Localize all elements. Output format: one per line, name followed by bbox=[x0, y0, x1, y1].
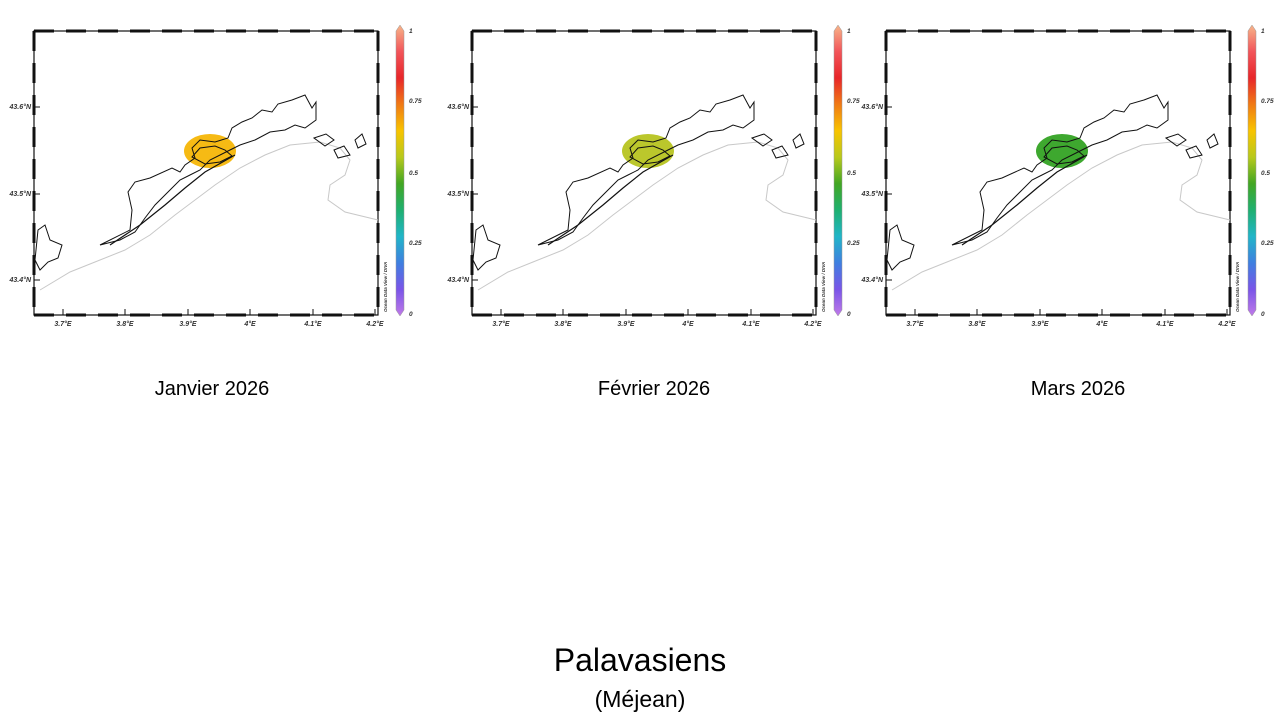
map-frame bbox=[33, 30, 379, 316]
lon-label: 4°E bbox=[243, 320, 256, 328]
lon-label: 4.2°E bbox=[365, 320, 384, 328]
lagoon-outline bbox=[472, 224, 501, 271]
caption-february: Février 2026 bbox=[597, 378, 711, 400]
colorbar-label: 0.25 bbox=[409, 240, 422, 247]
colorbar-label: 0.5 bbox=[847, 170, 856, 177]
lon-label: 3.9°E bbox=[179, 320, 197, 328]
map-figure: 43.6°N 43.5°N 43.4°N 3.7°E 3.8°E 3.9°E 4°E 4.1°… bbox=[9, 24, 422, 328]
lon-label: 3.8°E bbox=[116, 320, 134, 328]
coastline bbox=[477, 141, 817, 291]
caption-january: Janvier 2026 bbox=[154, 378, 270, 400]
lat-label: 43.5°N bbox=[861, 190, 884, 198]
lagoon-outline bbox=[1164, 133, 1187, 147]
lagoon-outline bbox=[792, 133, 805, 149]
lon-label: 3.7°E bbox=[492, 320, 510, 328]
colorbar-label: 1 bbox=[409, 28, 413, 35]
lagoon-outline bbox=[951, 94, 1169, 246]
coastline bbox=[39, 141, 379, 291]
lon-label: 3.7°E bbox=[906, 320, 924, 328]
lon-label: 3.8°E bbox=[554, 320, 572, 328]
colorbar-label: 0.5 bbox=[409, 170, 418, 177]
lon-label: 4°E bbox=[1095, 320, 1108, 328]
colorbar bbox=[1247, 24, 1257, 317]
colorbar-label: 0.25 bbox=[847, 240, 860, 247]
lagoon-outline bbox=[34, 224, 63, 271]
map-frame bbox=[471, 30, 817, 316]
colorbar-label: 0.75 bbox=[1261, 98, 1274, 105]
lon-label: 4.1°E bbox=[1155, 320, 1174, 328]
lagoon-outline bbox=[750, 133, 773, 147]
colorbar bbox=[833, 24, 843, 317]
slide-subtitle: (Méjean) bbox=[594, 686, 686, 712]
map-panel-1: 43.6°N 43.5°N 43.4°N 3.7°E 3.8°E 3.9°E 4°E 4.1°… bbox=[438, 0, 860, 330]
caption-march: Mars 2026 bbox=[1030, 378, 1126, 400]
credit-text: Ocean Data View / DIVA bbox=[383, 262, 388, 312]
colorbar-label: 0 bbox=[1261, 311, 1265, 318]
lat-label: 43.5°N bbox=[9, 190, 32, 198]
lon-label: 4.2°E bbox=[803, 320, 822, 328]
colorbar-label: 0.5 bbox=[1261, 170, 1270, 177]
lon-label: 4°E bbox=[681, 320, 694, 328]
lat-label: 43.6°N bbox=[447, 103, 470, 111]
map-panel-0: 43.6°N 43.5°N 43.4°N 3.7°E 3.8°E 3.9°E 4°E 4.1°… bbox=[0, 0, 422, 330]
lon-label: 3.9°E bbox=[1031, 320, 1049, 328]
lat-label: 43.4°N bbox=[9, 276, 32, 284]
lagoon-outline bbox=[537, 94, 755, 246]
lat-label: 43.6°N bbox=[861, 103, 884, 111]
lon-label: 3.9°E bbox=[617, 320, 635, 328]
lagoon-outline bbox=[1206, 133, 1219, 149]
credit-text: Ocean Data View / DIVA bbox=[1235, 262, 1240, 312]
lon-label: 3.8°E bbox=[968, 320, 986, 328]
colorbar-label: 1 bbox=[847, 28, 851, 35]
lat-label: 43.6°N bbox=[9, 103, 32, 111]
colorbar-label: 1 bbox=[1261, 28, 1265, 35]
lon-label: 4.2°E bbox=[1217, 320, 1236, 328]
coastline bbox=[891, 141, 1231, 291]
lagoon-outline bbox=[99, 94, 317, 246]
lagoon-outline bbox=[886, 224, 915, 271]
lon-label: 3.7°E bbox=[54, 320, 72, 328]
colorbar-label: 0.25 bbox=[1261, 240, 1274, 247]
map-frame bbox=[885, 30, 1231, 316]
lagoon-outline bbox=[354, 133, 367, 149]
lagoon-outline bbox=[771, 145, 789, 159]
map-panel-2: 43.6°N 43.5°N 43.4°N 3.7°E 3.8°E 3.9°E 4°E 4.1°… bbox=[852, 0, 1274, 330]
colorbar-label: 0.75 bbox=[847, 98, 860, 105]
map-figure: 43.6°N 43.5°N 43.4°N 3.7°E 3.8°E 3.9°E 4°E 4.1°… bbox=[861, 24, 1274, 328]
lat-label: 43.5°N bbox=[447, 190, 470, 198]
slide-title: Palavasiens bbox=[553, 642, 727, 678]
lon-label: 4.1°E bbox=[741, 320, 760, 328]
lon-label: 4.1°E bbox=[303, 320, 322, 328]
lagoon-outline bbox=[1185, 145, 1203, 159]
colorbar bbox=[395, 24, 405, 317]
map-figure: 43.6°N 43.5°N 43.4°N 3.7°E 3.8°E 3.9°E 4°E 4.1°… bbox=[447, 24, 860, 328]
colorbar-label: 0 bbox=[409, 311, 413, 318]
lat-label: 43.4°N bbox=[447, 276, 470, 284]
colorbar-label: 0.75 bbox=[409, 98, 422, 105]
colorbar-label: 0 bbox=[847, 311, 851, 318]
credit-text: Ocean Data View / DIVA bbox=[821, 262, 826, 312]
lagoon-outline bbox=[312, 133, 335, 147]
lagoon-outline bbox=[333, 145, 351, 159]
lat-label: 43.4°N bbox=[861, 276, 884, 284]
